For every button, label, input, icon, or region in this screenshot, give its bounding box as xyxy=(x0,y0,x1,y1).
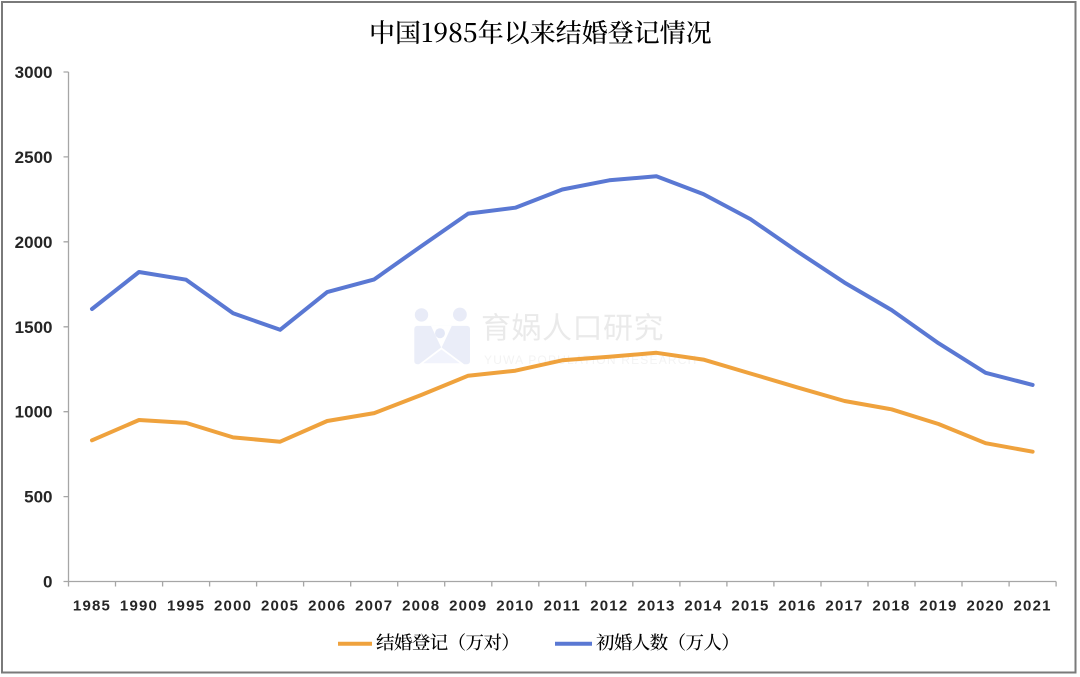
svg-text:2015: 2015 xyxy=(731,598,769,615)
svg-text:2016: 2016 xyxy=(778,598,816,615)
svg-text:2011: 2011 xyxy=(544,598,581,615)
svg-text:2009: 2009 xyxy=(449,598,487,615)
svg-text:1990: 1990 xyxy=(120,598,158,615)
svg-text:2006: 2006 xyxy=(308,598,346,615)
svg-text:2021: 2021 xyxy=(1014,598,1052,615)
svg-text:1985: 1985 xyxy=(73,598,111,615)
svg-text:1000: 1000 xyxy=(15,403,53,422)
svg-text:2008: 2008 xyxy=(402,598,440,615)
svg-text:2012: 2012 xyxy=(590,598,628,615)
svg-text:2013: 2013 xyxy=(637,598,675,615)
svg-text:2014: 2014 xyxy=(684,598,722,615)
svg-text:2017: 2017 xyxy=(825,598,863,615)
svg-text:0: 0 xyxy=(43,573,52,592)
svg-text:2000: 2000 xyxy=(15,233,53,252)
svg-text:2007: 2007 xyxy=(355,598,393,615)
svg-text:2018: 2018 xyxy=(872,598,910,615)
svg-text:2005: 2005 xyxy=(261,598,299,615)
svg-text:500: 500 xyxy=(24,488,52,507)
svg-text:3000: 3000 xyxy=(15,63,53,82)
svg-text:2000: 2000 xyxy=(214,598,252,615)
svg-text:1995: 1995 xyxy=(167,598,205,615)
svg-text:2019: 2019 xyxy=(919,598,957,615)
svg-text:1500: 1500 xyxy=(15,318,53,337)
svg-text:2010: 2010 xyxy=(496,598,534,615)
svg-text:2500: 2500 xyxy=(15,148,53,167)
svg-text:2020: 2020 xyxy=(967,598,1005,615)
